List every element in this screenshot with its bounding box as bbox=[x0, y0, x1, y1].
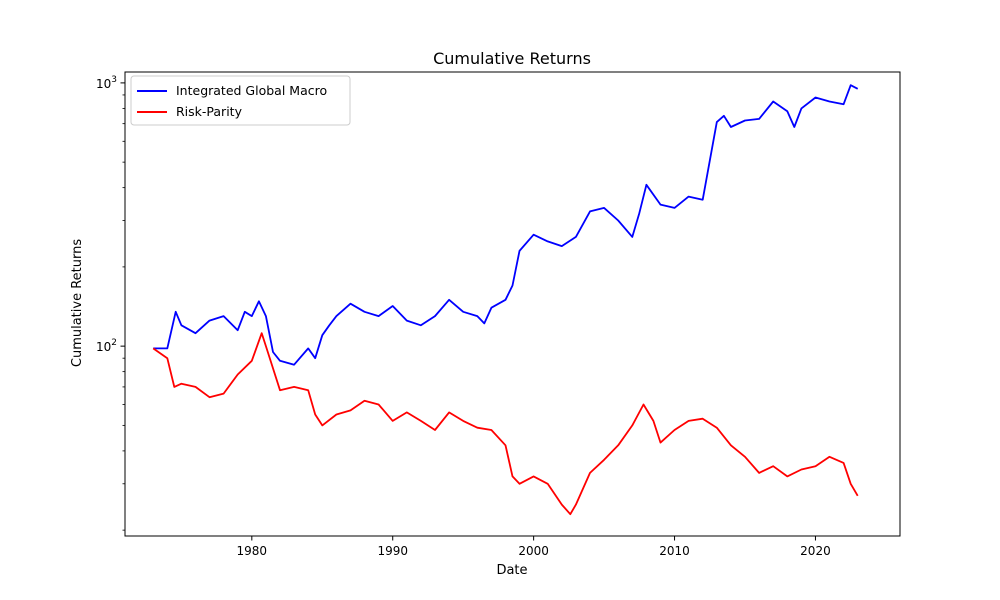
series-line-integrated-global-macro bbox=[153, 84, 859, 366]
legend-box bbox=[130, 75, 351, 126]
y-axis-label: Cumulative Returns bbox=[70, 239, 85, 367]
y-tick-label: 102 bbox=[96, 338, 117, 354]
x-tick-label: 2010 bbox=[659, 544, 690, 558]
y-tick-label: 103 bbox=[96, 75, 117, 91]
x-axis-label: Date bbox=[496, 563, 527, 578]
legend-label-integrated-global-macro: Integrated Global Macro bbox=[176, 83, 327, 98]
legend: Integrated Global Macro Risk-Parity bbox=[130, 75, 351, 126]
x-tick-label: 1990 bbox=[377, 544, 408, 558]
x-tick-label: 1980 bbox=[237, 544, 268, 558]
x-tick-label: 2000 bbox=[518, 544, 549, 558]
axes-frame bbox=[124, 71, 901, 537]
series-line-risk-parity bbox=[152, 332, 859, 516]
chart-title: Cumulative Returns bbox=[433, 49, 591, 68]
legend-label-risk-parity: Risk-Parity bbox=[176, 104, 243, 119]
axes: 1980 1990 2000 2010 2020 102 103 bbox=[96, 71, 901, 558]
plot-area bbox=[152, 84, 859, 516]
x-tick-label: 2020 bbox=[800, 544, 831, 558]
